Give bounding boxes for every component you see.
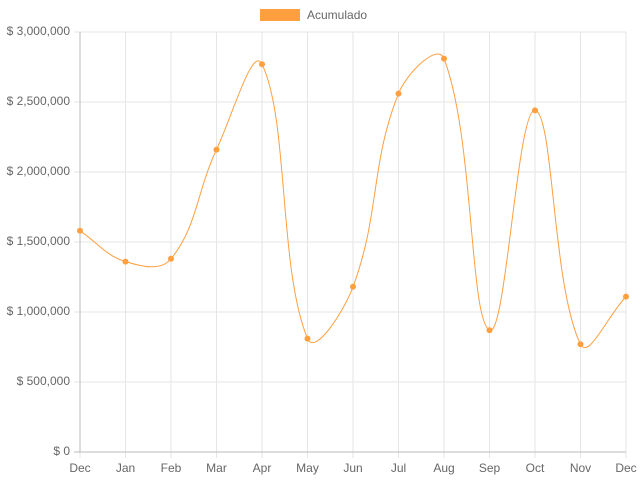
y-tick-label: $ 0 <box>53 444 70 458</box>
y-tick-label: $ 1,500,000 <box>7 234 71 248</box>
x-tick-label: Dec <box>615 461 636 475</box>
data-point <box>259 61 265 68</box>
x-tick-label: Dec <box>69 461 90 475</box>
x-tick-label: Sep <box>479 461 501 475</box>
y-tick-label: $ 500,000 <box>17 374 71 388</box>
x-tick-label: Oct <box>526 461 545 475</box>
data-point <box>395 90 402 97</box>
x-tick-label: Jul <box>391 461 406 475</box>
data-point <box>122 258 129 265</box>
y-tick-label: $ 2,000,000 <box>7 164 71 178</box>
x-tick-label: Aug <box>433 461 454 475</box>
y-tick-label: $ 1,000,000 <box>7 304 71 318</box>
y-tick-label: $ 2,500,000 <box>7 94 71 108</box>
legend-swatch <box>260 9 300 21</box>
data-point <box>350 283 356 290</box>
data-point <box>623 293 629 300</box>
data-point <box>441 55 447 62</box>
data-point <box>213 146 220 153</box>
legend-label: Acumulado <box>307 8 367 22</box>
x-tick-label: Apr <box>253 461 272 475</box>
x-tick-label: Jan <box>116 461 135 475</box>
data-point <box>77 227 83 234</box>
data-point <box>168 255 174 262</box>
data-point <box>532 107 538 114</box>
data-point <box>577 341 584 348</box>
x-tick-label: May <box>296 461 319 475</box>
x-tick-label: Feb <box>161 461 182 475</box>
x-tick-label: Mar <box>206 461 227 475</box>
x-tick-label: Nov <box>570 461 591 475</box>
data-point <box>304 335 311 342</box>
y-tick-label: $ 3,000,000 <box>7 24 71 38</box>
data-point <box>486 327 493 334</box>
x-tick-label: Jun <box>343 461 362 475</box>
